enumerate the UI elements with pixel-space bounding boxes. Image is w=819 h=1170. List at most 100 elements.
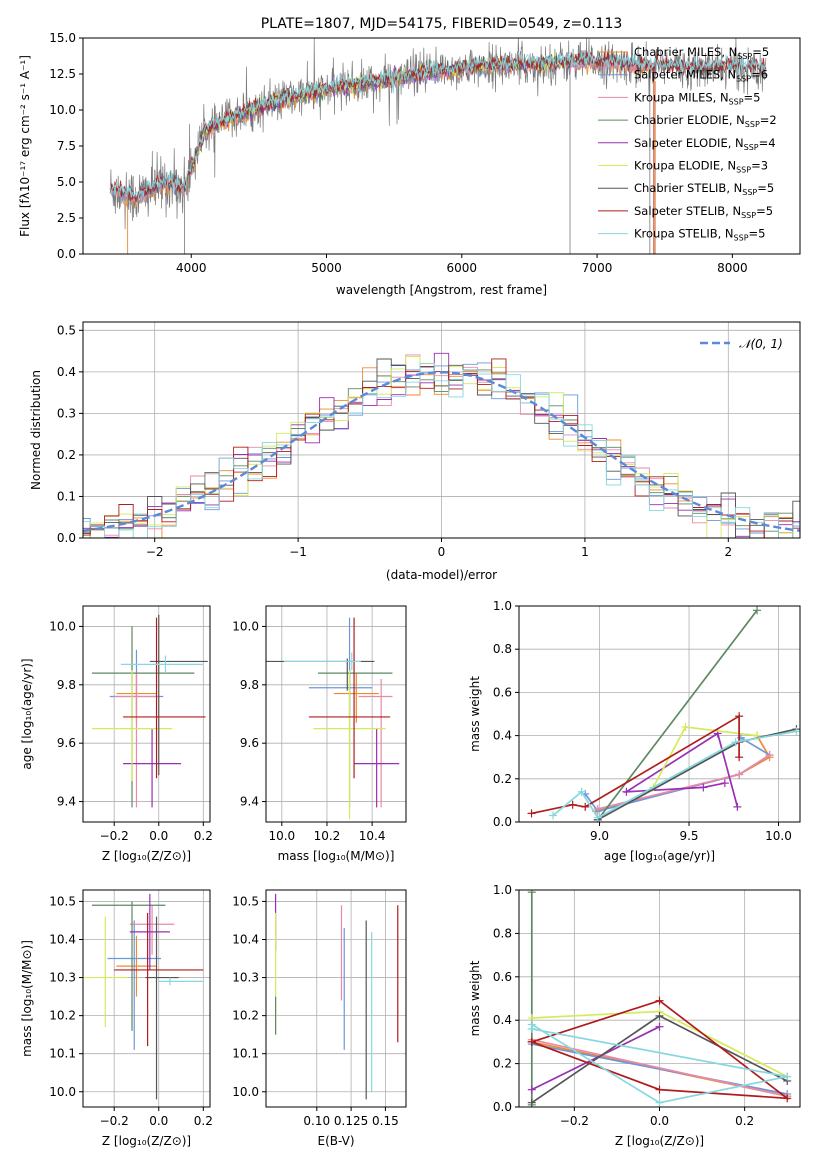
x-axis-label: (data-model)/error <box>386 568 497 582</box>
legend-subscript: SSP <box>745 120 760 129</box>
y-tick-label: 9.8 <box>240 678 259 692</box>
y-tick-label: 0.2 <box>57 448 76 462</box>
legend-count: =5 <box>744 90 761 104</box>
chart-age-vs-mass: 10.0 10.2 10.4 9.4 9.6 9.8 10.0 mass [log₁₀(M/M… <box>232 605 407 863</box>
x-tick-label: 0 <box>438 545 446 559</box>
y-tick-label: 0.0 <box>57 531 76 545</box>
legend-label: 𝒩(0, 1) <box>739 337 783 351</box>
x-tick-label: 0.0 <box>650 1114 669 1128</box>
y-tick-label: 5.0 <box>57 175 76 189</box>
x-tick-label: 6000 <box>447 261 478 275</box>
y-axis-label: age [log₁₀(age/yr)] <box>20 658 34 769</box>
x-tick-label: 0.2 <box>194 829 213 843</box>
y-tick-label: 10.4 <box>232 932 259 946</box>
legend-entry: Kroupa STELIB, NSSP=5 <box>634 227 765 243</box>
legend-count: =5 <box>757 181 774 195</box>
plot-area <box>83 352 800 538</box>
chart-weight-vs-age: 9.0 9.5 10.0 0.0 0.2 0.4 0.6 0.8 1.0 age [log₁₀(a… <box>468 599 801 863</box>
x-tick-label: 10.0 <box>765 829 792 843</box>
chart-spectrum: 4000 5000 6000 7000 8000 0.0 2.5 5.0 7.5 10.0 12.5… <box>18 16 801 297</box>
plot-area <box>527 890 792 1107</box>
legend-count: =5 <box>749 227 766 241</box>
x-tick-label: −0.2 <box>560 1114 589 1128</box>
x-tick-label: 8000 <box>717 261 748 275</box>
x-tick-label: 4000 <box>176 261 207 275</box>
y-axis-label: mass [log₁₀(M/M⊙)] <box>20 940 34 1057</box>
legend-entry: Chabrier MILES, NSSP=5 <box>634 45 769 61</box>
axes-frame <box>265 889 407 1108</box>
y-tick-label: 12.5 <box>49 67 76 81</box>
y-tick-label: 10.1 <box>49 1047 76 1061</box>
legend-count: =5 <box>752 45 769 59</box>
histogram-kroupa-stelib <box>83 363 800 538</box>
y-tick-label: 0.5 <box>57 323 76 337</box>
legend-label: Kroupa STELIB, N <box>634 227 734 241</box>
y-tick-label: 10.2 <box>232 1009 259 1023</box>
x-tick-label: 0.2 <box>735 1114 754 1128</box>
legend-label: Chabrier MILES, N <box>634 45 737 59</box>
x-tick-label: 0.10 <box>303 1114 330 1128</box>
x-tick-label: 0.15 <box>372 1114 399 1128</box>
y-tick-label: 0.0 <box>493 1100 512 1114</box>
x-tick-label: −1 <box>289 545 307 559</box>
y-tick-label: 15.0 <box>49 31 76 45</box>
legend-subscript: SSP <box>736 166 751 175</box>
model-line-salpeter-stelib <box>109 51 767 201</box>
y-tick-label: 10.1 <box>232 1047 259 1061</box>
x-tick-label: 1 <box>581 545 589 559</box>
y-tick-label: 0.4 <box>493 1013 512 1027</box>
y-tick-label: 10.5 <box>49 894 76 908</box>
legend-subscript: SSP <box>741 211 756 220</box>
y-tick-label: 0.6 <box>493 970 512 984</box>
normal-reference-curve <box>83 371 800 532</box>
y-tick-label: 0.8 <box>493 926 512 940</box>
y-tick-label: 10.5 <box>232 894 259 908</box>
plot-area <box>275 893 399 1100</box>
y-tick-label: 9.4 <box>240 795 259 809</box>
axes-frame <box>82 889 211 1108</box>
legend-subscript: SSP <box>737 52 752 61</box>
x-tick-label: 5000 <box>311 261 342 275</box>
plot-area <box>91 614 208 808</box>
x-axis-label: Z [log₁₀(Z/Z⊙)] <box>102 849 191 863</box>
model-line-salpeter-elodie <box>184 56 571 192</box>
x-axis-label: Z [log₁₀(Z/Z⊙)] <box>102 1134 191 1148</box>
legend-subscript: SSP <box>736 75 751 84</box>
series-line-kroupa-miles <box>531 1038 788 1098</box>
plot-area <box>83 893 204 1100</box>
y-tick-label: 9.4 <box>57 795 76 809</box>
legend-subscript: SSP <box>734 234 749 243</box>
x-tick-label: 7000 <box>582 261 613 275</box>
legend-label: Kroupa ELODIE, N <box>634 159 736 173</box>
y-tick-label: 10.3 <box>232 971 259 985</box>
y-tick-label: 0.3 <box>57 406 76 420</box>
y-tick-label: 0.6 <box>493 685 512 699</box>
y-tick-label: 0.2 <box>493 772 512 786</box>
y-tick-label: 0.4 <box>493 729 512 743</box>
y-tick-label: 7.5 <box>57 139 76 153</box>
chart-title: PLATE=1807, MJD=54175, FIBERID=0549, z=0… <box>261 16 623 32</box>
y-tick-label: 10.0 <box>49 103 76 117</box>
y-tick-label: 0.0 <box>57 247 76 261</box>
x-axis-label: E(B-V) <box>317 1134 354 1148</box>
legend-count: =3 <box>751 159 768 173</box>
x-tick-label: 10.4 <box>359 829 386 843</box>
legend-subscript: SSP <box>729 97 744 106</box>
legend-entry: Chabrier STELIB, NSSP=5 <box>634 181 774 197</box>
y-axis-label: mass weight <box>468 676 482 752</box>
legend-entry: Kroupa ELODIE, NSSP=3 <box>634 159 768 175</box>
y-axis-label: Flux [fλ10⁻¹⁷ erg cm⁻² s⁻¹ A⁻¹] <box>18 55 32 237</box>
x-tick-label: −2 <box>146 545 164 559</box>
legend-subscript: SSP <box>744 143 759 152</box>
x-axis-label: wavelength [Angstrom, rest frame] <box>336 283 547 297</box>
x-tick-label: −0.2 <box>100 829 129 843</box>
series-line-chabrier-stelib <box>597 728 797 821</box>
y-tick-label: 10.0 <box>49 1085 76 1099</box>
legend-label: Chabrier STELIB, N <box>634 181 742 195</box>
y-axis-label: Normed distribution <box>29 370 43 490</box>
series-line-kroupa-stelib <box>531 1023 788 1104</box>
plot-area <box>527 606 800 822</box>
x-tick-label: 0.125 <box>334 1114 368 1128</box>
y-tick-label: 0.0 <box>493 815 512 829</box>
